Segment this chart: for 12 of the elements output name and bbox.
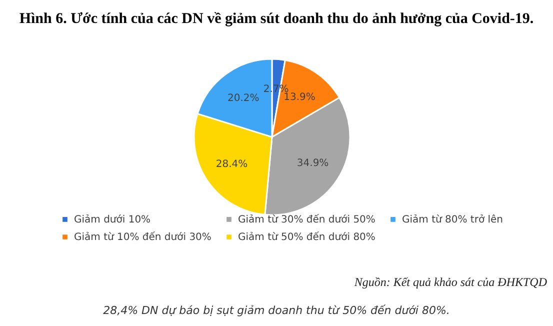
legend-label: Giảm dưới 10% <box>74 213 151 226</box>
legend-label: Giảm từ 50% đến dưới 80% <box>238 231 376 243</box>
legend-label: Giảm từ 80% trở lên <box>402 213 504 226</box>
legend-label: Giảm từ 30% đến dưới 50% <box>238 213 376 226</box>
text: 28,4% DN dự báo bị sụt giảm doanh thu từ 50% đến dưới 80%. <box>103 304 450 317</box>
data-label: 13.9% <box>284 92 316 104</box>
chart-title: Hình 6. Ước tính của các DN về giảm sút doanh thu do ảnh hưởng của Covid-19. <box>19 11 534 27</box>
text: Nguồn: Kết quả khảo sát của ĐHKTQD <box>353 275 548 289</box>
legend-label: Giảm từ 10% đến dưới 30% <box>74 231 212 243</box>
data-label: 34.9% <box>296 158 329 169</box>
data-label: 28.4% <box>216 158 248 170</box>
data-label: 20.2% <box>227 93 260 104</box>
